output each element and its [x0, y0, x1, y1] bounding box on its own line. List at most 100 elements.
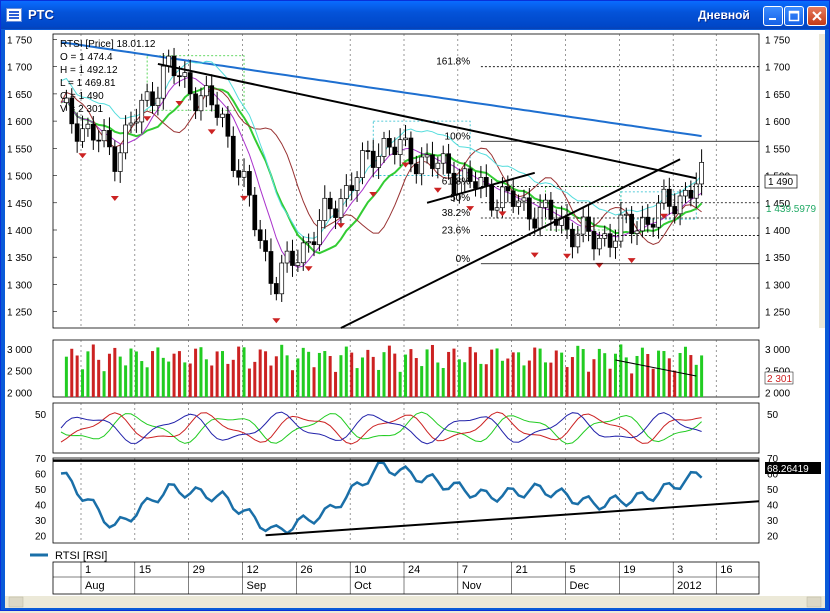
volume-bar: [140, 361, 144, 397]
candle-up: [144, 91, 150, 101]
rsi-tick-label: 40: [767, 500, 779, 511]
oscillator-lines: [60, 411, 702, 445]
volume-bar: [490, 349, 494, 397]
candle-down: [430, 154, 435, 169]
candle-up: [613, 240, 618, 248]
candle-up: [338, 198, 344, 218]
candle-up: [516, 200, 521, 207]
candle-up: [343, 185, 349, 199]
price-gridlines: [53, 39, 57, 312]
rsi-tick-label: 60: [35, 469, 47, 480]
candle-down: [672, 206, 678, 215]
volume-bar: [689, 355, 693, 397]
price-tick-label: 1 450: [7, 199, 32, 210]
volume-bar: [387, 345, 391, 397]
info-low: L = 1 469.81: [60, 78, 116, 89]
rsi-panel: [52, 457, 760, 544]
price-tick-label: 1 450: [765, 199, 790, 210]
volume-bar: [533, 347, 537, 397]
fractal-down-arrow: [627, 258, 636, 264]
candle-down: [273, 283, 279, 295]
volume-bar: [430, 344, 434, 397]
last-price-box: [764, 174, 798, 189]
price-tick-label: 1 600: [7, 117, 32, 128]
day-label: 29: [193, 564, 205, 576]
candle-down: [473, 181, 478, 189]
candle-up: [381, 138, 387, 157]
volume-bar: [215, 351, 219, 397]
volume-bar: [624, 357, 628, 397]
volume-tick-label: 2 000: [7, 389, 32, 400]
month-label: Dec: [570, 580, 590, 592]
ma-value-label: 1 439.5979: [766, 204, 816, 215]
price-tick-label: 1 300: [7, 280, 32, 291]
fib-level-label: 61.8%: [442, 176, 470, 187]
app-icon: [6, 8, 22, 22]
fib-level-label: 23.6%: [442, 225, 470, 236]
scroll-left-arrow[interactable]: [8, 596, 24, 608]
price-tick-label: 1 550: [7, 144, 32, 155]
candle-up: [683, 189, 688, 197]
candle-down: [370, 150, 376, 168]
maximize-button[interactable]: [784, 6, 804, 26]
title-bar[interactable]: РТС Дневной: [1, 1, 829, 29]
minimize-button[interactable]: [763, 6, 783, 26]
candle-up: [397, 139, 403, 155]
volume-bar: [199, 347, 203, 397]
candle-down: [591, 231, 597, 250]
volume-bar: [694, 364, 698, 397]
ohlc-info-box: RTSI [Price] 18.01.12 O = 1 474.4 H = 1 …: [60, 39, 156, 115]
fractal-arrows: [78, 100, 668, 324]
fractal-down-arrow: [110, 196, 119, 202]
volume-bar: [640, 347, 644, 397]
volume-bar: [366, 349, 370, 397]
volume-bar: [167, 361, 171, 397]
candle-up: [602, 233, 608, 239]
volume-bar: [242, 347, 246, 397]
volume-bar: [673, 370, 677, 397]
volume-bar: [608, 368, 612, 397]
rsi-line: [60, 460, 703, 535]
candle-down: [177, 75, 182, 78]
candle-up: [440, 153, 446, 164]
fractal-down-arrow: [143, 116, 152, 122]
day-label: 24: [408, 564, 420, 576]
volume-bar: [269, 365, 273, 397]
volume-bar: [97, 359, 101, 397]
rsi-tick-label: 40: [35, 500, 47, 511]
volume-bar: [360, 357, 364, 397]
scroll-right-arrow[interactable]: [806, 596, 822, 608]
candle-down: [666, 188, 672, 207]
price-tick-label: 1 400: [765, 226, 790, 237]
trendlines: [157, 62, 697, 329]
candle-up: [220, 113, 225, 118]
fractal-down-arrow: [175, 100, 184, 106]
volume-trendline: [615, 359, 697, 377]
vertical-scrollbar[interactable]: [819, 34, 825, 328]
volume-bar: [683, 346, 687, 397]
volume-bar: [102, 371, 106, 397]
candle-down: [107, 130, 112, 148]
price-axis-left: 1 750 1 700 1 650 1 600 1 550 1 500 1 450 1 400…: [7, 35, 32, 318]
volume-bar: [587, 371, 591, 397]
fractal-down-arrow: [498, 211, 507, 217]
candle-up: [166, 55, 172, 67]
volume-bar: [280, 344, 284, 397]
candle-up: [580, 216, 586, 235]
volume-bar: [700, 355, 704, 397]
volume-bar: [678, 352, 682, 397]
volume-bar: [296, 358, 300, 397]
volume-bar: [646, 353, 650, 397]
month-label: Oct: [354, 580, 371, 592]
close-button[interactable]: [807, 6, 827, 26]
horizontal-scrollbar[interactable]: [5, 596, 825, 608]
candle-down: [187, 72, 193, 95]
price-tick-label: 1 400: [7, 226, 32, 237]
volume-bar: [118, 356, 122, 397]
candle-up: [543, 199, 548, 208]
volume-bar: [468, 346, 472, 397]
candle-down: [548, 199, 554, 220]
volume-bar: [447, 351, 451, 397]
candle-up: [500, 186, 505, 209]
